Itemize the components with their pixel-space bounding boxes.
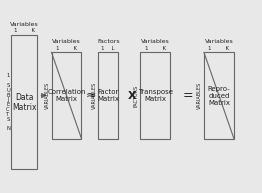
Text: 1
 
S
U
B
J
E
C
T
S
 
N: 1 S U B J E C T S N xyxy=(6,73,10,131)
Text: 1        K: 1 K xyxy=(14,28,35,33)
Text: VARIABLES: VARIABLES xyxy=(92,82,97,109)
Text: VARIABLES: VARIABLES xyxy=(197,82,202,109)
Bar xyxy=(52,52,81,139)
Text: VARIABLES: VARIABLES xyxy=(45,82,50,109)
Text: Transpose
Matrix: Transpose Matrix xyxy=(138,89,173,102)
Text: Variables: Variables xyxy=(205,39,233,44)
Text: Data
Matrix: Data Matrix xyxy=(12,93,36,112)
Text: Repro-
duced
Matrix: Repro- duced Matrix xyxy=(208,85,230,106)
Bar xyxy=(11,35,37,169)
Bar xyxy=(204,52,234,139)
Text: Variables: Variables xyxy=(52,39,81,44)
Bar xyxy=(140,52,170,139)
Text: 1        K: 1 K xyxy=(56,46,77,51)
Text: Factor
Matrix: Factor Matrix xyxy=(97,89,119,102)
Text: ≈: ≈ xyxy=(86,89,97,102)
Text: 1        K: 1 K xyxy=(145,46,166,51)
Text: Correlation
Matrix: Correlation Matrix xyxy=(47,89,86,102)
Text: Variables: Variables xyxy=(10,22,39,27)
Text: FACTORS: FACTORS xyxy=(133,85,138,107)
Text: =: = xyxy=(183,89,194,102)
Text: Factors: Factors xyxy=(97,39,119,44)
Text: Variables: Variables xyxy=(141,39,170,44)
Text: X: X xyxy=(128,91,136,101)
Text: 1        K: 1 K xyxy=(209,46,230,51)
Bar xyxy=(99,52,118,139)
Text: 1    L: 1 L xyxy=(101,46,115,51)
